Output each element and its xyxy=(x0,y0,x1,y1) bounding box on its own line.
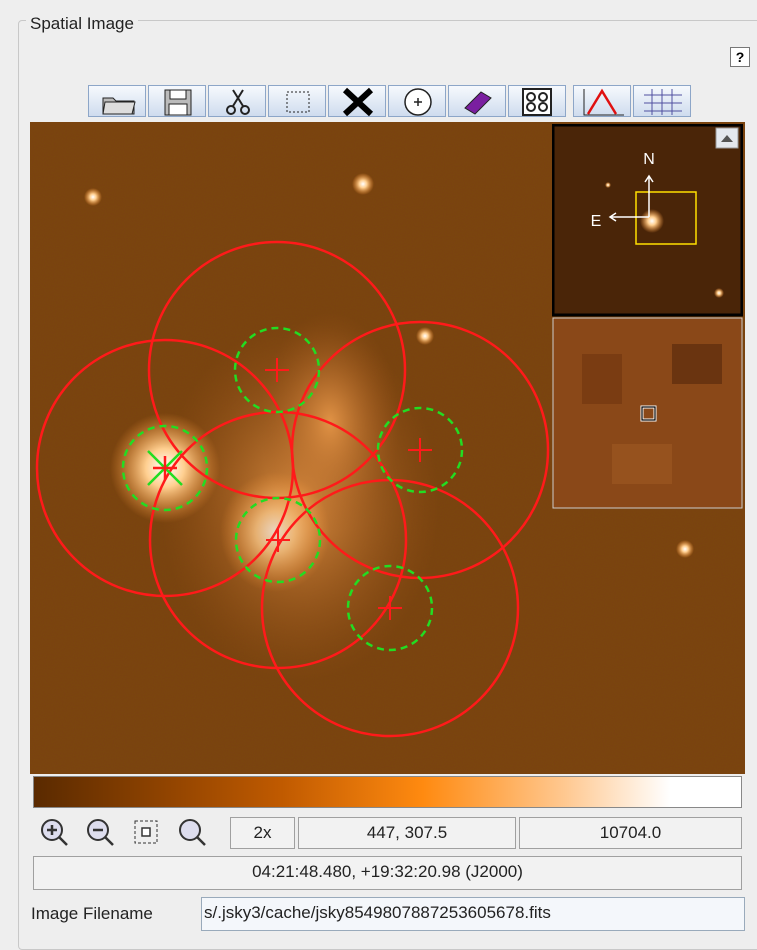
clear-button[interactable] xyxy=(328,85,386,117)
star xyxy=(676,540,694,558)
north-label: N xyxy=(643,151,655,168)
icon xyxy=(164,89,192,116)
star xyxy=(352,173,374,195)
icon xyxy=(404,88,432,116)
panner-star xyxy=(605,182,611,188)
icon xyxy=(342,87,374,117)
filename-field[interactable]: s/.jsky3/cache/jsky8549807887253605678.f… xyxy=(201,897,745,931)
green-regions xyxy=(121,326,464,652)
erase-button[interactable] xyxy=(448,85,506,117)
panel-title: Spatial Image xyxy=(26,14,138,34)
icon xyxy=(286,91,310,113)
zoom-normal-button[interactable] xyxy=(172,816,216,848)
icon xyxy=(226,89,250,115)
region-circle xyxy=(234,496,322,584)
magnifier-cursor xyxy=(641,406,656,421)
compass xyxy=(608,174,654,222)
icon xyxy=(583,88,624,116)
red-plus xyxy=(153,456,177,480)
save-button[interactable] xyxy=(148,85,206,117)
center-button[interactable] xyxy=(388,85,446,117)
zoom-in-button[interactable] xyxy=(34,816,78,848)
icon xyxy=(102,97,136,115)
value-field: 10704.0 xyxy=(519,817,742,849)
pixel-field: 447, 307.5 xyxy=(298,817,516,849)
icon xyxy=(644,89,682,115)
filename-label: Image Filename xyxy=(31,904,153,923)
help-button[interactable]: ? xyxy=(730,47,750,67)
grid-pattern-button[interactable] xyxy=(508,85,566,117)
icon xyxy=(464,91,492,115)
star xyxy=(416,327,434,345)
panner-object xyxy=(640,209,664,233)
profile-button[interactable] xyxy=(573,85,631,117)
star xyxy=(84,188,102,206)
region-circle xyxy=(121,424,209,512)
region-circle xyxy=(233,326,321,414)
region-circle xyxy=(376,406,464,494)
icon xyxy=(522,88,552,116)
view-box xyxy=(635,191,697,245)
grid-button[interactable] xyxy=(633,85,691,117)
select-button[interactable] xyxy=(268,85,326,117)
zoom-out-button[interactable] xyxy=(80,816,124,848)
world-coords-field: 04:21:48.480, +19:32:20.98 (J2000) xyxy=(33,856,742,890)
colorbar xyxy=(33,776,742,808)
zoom-field: 2x xyxy=(230,817,295,849)
east-label: E xyxy=(591,213,602,230)
panner: N E xyxy=(552,124,743,509)
zoom-fit-button[interactable] xyxy=(126,816,170,848)
open-button[interactable] xyxy=(88,85,146,117)
region-circle xyxy=(346,564,434,652)
cut-button[interactable] xyxy=(208,85,266,117)
panner-star xyxy=(714,288,724,298)
